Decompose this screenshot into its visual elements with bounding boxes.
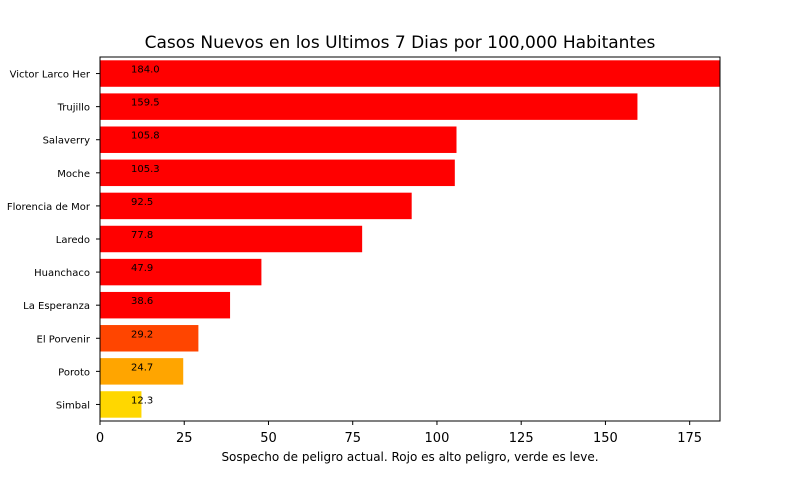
plot-frame [99, 56, 721, 422]
bar [100, 291, 231, 319]
y-tick-label: La Esperanza [23, 301, 90, 312]
data-labels-group: 184.0 159.5 105.8 105.3 92.5 77.8 47.9 38.6 29.2… [131, 65, 160, 407]
bar-value-label: 29.2 [131, 329, 153, 340]
x-tick-label: 150 [593, 431, 618, 446]
y-tick-label: Salaverry [43, 136, 90, 147]
x-tick-label: 175 [677, 431, 702, 446]
bar-value-label: 77.8 [131, 230, 153, 241]
bar-value-label: 184.0 [131, 65, 160, 76]
x-tick-label: 50 [260, 431, 277, 446]
y-tick-label: Florencia de Mor [7, 202, 91, 213]
x-tick-label: 25 [176, 431, 193, 446]
y-tick-label: Victor Larco Her [10, 70, 91, 81]
bar [100, 225, 363, 253]
y-tick-label: Trujillo [57, 103, 90, 114]
bar [100, 159, 455, 187]
y-axis: Victor Larco Her Trujillo Salaverry Moche Fl… [7, 70, 100, 411]
y-tick-label: Laredo [56, 235, 90, 246]
bar [100, 93, 638, 120]
bar-value-label: 12.3 [131, 395, 153, 406]
bar [100, 192, 412, 220]
y-tick-label: Simbal [56, 400, 90, 411]
bar-value-label: 105.8 [131, 131, 160, 142]
chart-title: Casos Nuevos en los Ultimos 7 Dias por 1… [145, 33, 656, 53]
x-tick-label: 0 [96, 431, 104, 446]
x-tick-label: 75 [344, 431, 361, 446]
y-tick-label: Poroto [58, 367, 90, 378]
bar [100, 325, 199, 352]
bar [100, 60, 720, 87]
bar-value-label: 159.5 [131, 98, 160, 109]
y-tick-label: Huanchaco [34, 268, 90, 279]
y-tick-label: Moche [57, 169, 90, 180]
x-tick-label: 100 [425, 431, 450, 446]
bar [100, 391, 142, 418]
bar [100, 358, 184, 385]
bar-value-label: 92.5 [131, 197, 153, 208]
bar-value-label: 105.3 [131, 164, 160, 175]
bar-value-label: 24.7 [131, 362, 153, 373]
bar [100, 126, 457, 153]
bar [100, 258, 262, 286]
bars-group [100, 60, 720, 418]
x-axis: 0 25 50 75 100 125 150 175 [96, 421, 702, 446]
x-axis-label: Sospecho de peligro actual. Rojo es alto… [221, 450, 598, 464]
bar-value-label: 38.6 [131, 296, 153, 307]
y-tick-label: El Porvenir [37, 334, 91, 345]
bar-value-label: 47.9 [131, 263, 153, 274]
x-tick-label: 125 [509, 431, 534, 446]
